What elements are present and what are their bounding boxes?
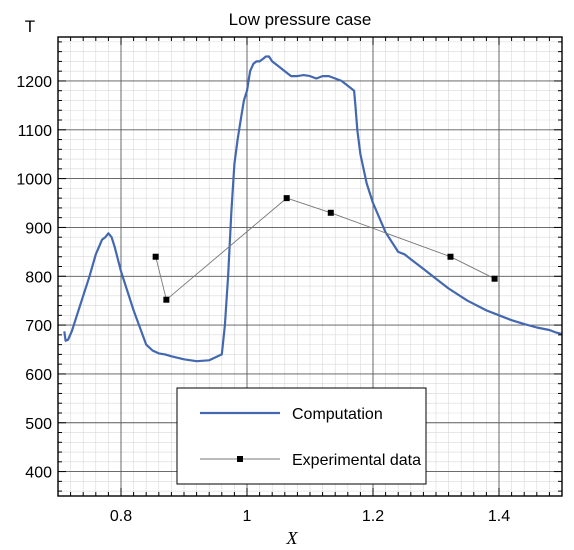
y-axis-title: T <box>25 17 35 36</box>
y-tick-label: 400 <box>25 465 52 482</box>
data-point <box>327 209 334 216</box>
y-tick-label: 1200 <box>16 74 52 91</box>
y-tick-label: 1100 <box>18 123 53 140</box>
data-point <box>152 253 159 260</box>
data-point <box>163 296 170 303</box>
y-tick-label: 600 <box>25 367 52 384</box>
tick-labels: 0.8 1 1.2 1.4 400 500 600 700 800 900 1000 1100 1200 <box>16 74 510 525</box>
series-line-1 <box>155 197 495 301</box>
data-point <box>283 195 290 202</box>
legend: Computation Experimental data <box>176 387 427 485</box>
legend-box <box>176 387 427 485</box>
y-tick-label: 500 <box>25 416 52 433</box>
data-point <box>447 253 454 260</box>
series-layer <box>63 55 563 363</box>
x-tick-label: 1.4 <box>488 508 510 525</box>
legend-marker-experimental <box>237 456 243 462</box>
data-point <box>491 275 498 282</box>
y-tick-label: 900 <box>25 220 52 237</box>
y-tick-label: 700 <box>25 318 52 335</box>
x-tick-label: 1.2 <box>362 508 384 525</box>
y-tick-label: 1000 <box>16 172 52 189</box>
legend-label-experimental: Experimental data <box>292 452 421 469</box>
series-line-0 <box>63 55 563 363</box>
y-tick-label: 800 <box>25 269 52 286</box>
x-tick-label: 0.8 <box>110 508 132 525</box>
ticks <box>57 37 563 496</box>
legend-label-computation: Computation <box>292 406 383 423</box>
x-axis-title: X <box>286 528 299 548</box>
x-tick-label: 1 <box>243 508 252 525</box>
chart-title: Low pressure case <box>229 10 372 29</box>
